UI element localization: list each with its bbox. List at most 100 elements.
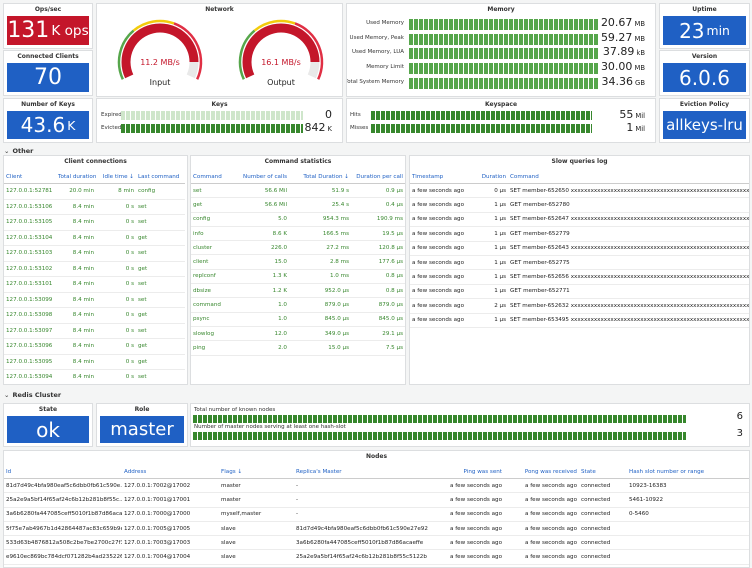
stat-value: 6.0.6 bbox=[663, 63, 746, 92]
keys-panel: Keys Expired 0 Evicted 842 K bbox=[96, 98, 343, 143]
table-row: 127.0.0.1:53105 8.4 min 0 s set bbox=[4, 214, 185, 231]
unit: GB bbox=[635, 78, 645, 87]
table-row: set 56.6 Mil 51.9 s 0.9 µs bbox=[191, 183, 405, 199]
table-cell: GET member-652771 bbox=[508, 284, 749, 300]
table-cell: 127.0.0.1:53101 bbox=[4, 276, 56, 293]
table-cell: slave bbox=[219, 521, 294, 537]
table-cell: 3a6b6280fa447085ceff5010f1b87d86aca... bbox=[4, 507, 122, 522]
table-cell: 0.8 µs bbox=[351, 283, 405, 299]
stat-value: master bbox=[100, 416, 184, 443]
table-cell: 20.0 min bbox=[56, 183, 96, 200]
table-cell: set bbox=[136, 292, 185, 308]
gauge-value: 16.1 MB/s bbox=[261, 58, 301, 67]
bar-value: 34.36 GB bbox=[602, 75, 645, 88]
panel-title: Role bbox=[134, 406, 150, 413]
table-cell: set bbox=[136, 369, 185, 384]
table-cell: a few seconds ago bbox=[410, 226, 474, 242]
table-cell: 127.0.0.1:52781 bbox=[4, 183, 56, 200]
unit: MB bbox=[634, 20, 645, 28]
bar-value: 30.00 MB bbox=[601, 60, 645, 73]
table-cell: client bbox=[191, 254, 241, 270]
table-cell: 8.4 min bbox=[56, 199, 96, 215]
table-row: a few seconds ago 1 µs GET member-652779 bbox=[410, 226, 749, 242]
table-row: a few seconds ago 1 µs SET member-652647 x… bbox=[410, 212, 749, 228]
table-cell: a few seconds ago bbox=[444, 492, 504, 508]
stat-value: 131 K ops bbox=[7, 16, 89, 45]
table-cell bbox=[627, 549, 749, 565]
table-cell: 8.4 min bbox=[56, 323, 96, 339]
column-header: Hash slot number or range bbox=[627, 465, 749, 479]
table-cell: 8.4 min bbox=[56, 230, 96, 246]
table-cell: get bbox=[136, 354, 185, 370]
table-row: psync 1.0 845.0 µs 845.0 µs bbox=[191, 312, 405, 327]
table-cell: 8.4 min bbox=[56, 214, 96, 231]
unit: kB bbox=[636, 49, 645, 58]
table-row: a few seconds ago 1 µs SET member-652643 x… bbox=[410, 241, 749, 256]
table-cell: set bbox=[136, 199, 185, 215]
table-cell: 8.4 min bbox=[56, 245, 96, 262]
bar-label: Total System Memory bbox=[346, 78, 404, 85]
column-header: Replica's Master bbox=[294, 465, 444, 479]
table-cell: get bbox=[136, 230, 185, 246]
table-cell: 2.0 bbox=[241, 340, 289, 356]
table-cell: 0 s bbox=[96, 354, 136, 370]
column-header: Duration bbox=[474, 170, 508, 184]
table-cell: 29.1 µs bbox=[351, 326, 405, 342]
panel-title: Slow queries log bbox=[551, 158, 608, 165]
bar-gauge bbox=[409, 77, 599, 89]
table-cell: 127.0.0.1:53104 bbox=[4, 230, 56, 246]
bar-label: Number of master nodes serving at least … bbox=[194, 424, 346, 430]
table-cell: 349.0 µs bbox=[289, 326, 351, 342]
table-cell: 0 s bbox=[96, 261, 136, 277]
table-cell: 10923-16383 bbox=[627, 478, 749, 494]
table-cell: - bbox=[294, 492, 444, 508]
table-cell: 5.0 bbox=[241, 212, 289, 227]
bar-value: 3 bbox=[736, 428, 743, 439]
table-cell: set bbox=[136, 323, 185, 339]
uptime-panel: Uptime 23 min bbox=[659, 3, 750, 49]
clients-panel: Connected Clients 70 bbox=[3, 50, 93, 96]
table-cell: 0 s bbox=[96, 230, 136, 246]
table-cell: a few seconds ago bbox=[444, 507, 504, 522]
bar-label: Expired bbox=[101, 112, 122, 118]
panel-title: Keys bbox=[211, 101, 228, 108]
panel-title: Eviction Policy bbox=[679, 101, 730, 108]
value: 55 bbox=[619, 108, 634, 121]
table-cell: 56.6 Mil bbox=[241, 183, 289, 199]
value: master bbox=[110, 419, 174, 440]
gauge-label: Input bbox=[149, 78, 171, 87]
bar-value: 0 bbox=[325, 108, 332, 121]
table-cell: 1 µs bbox=[474, 226, 508, 242]
stat-value: 70 bbox=[7, 63, 89, 92]
table-cell: get bbox=[191, 197, 241, 213]
table-cell: 1.0 bbox=[241, 297, 289, 313]
table-body: set 56.6 Mil 51.9 s 0.9 µs get 56.6 Mil 25.4 s… bbox=[191, 183, 405, 356]
table-cell: 954.3 ms bbox=[289, 212, 351, 227]
table-cell: a few seconds ago bbox=[410, 313, 474, 328]
value: 1 bbox=[626, 121, 634, 134]
column-header: Duration per call bbox=[351, 170, 405, 184]
panel-title: Network bbox=[205, 6, 234, 13]
table-cell: 952.0 µs bbox=[289, 283, 351, 299]
state-panel: State ok bbox=[3, 403, 93, 447]
table-cell: 0 s bbox=[96, 369, 136, 384]
table-row: 127.0.0.1:53101 8.4 min 0 s set bbox=[4, 276, 185, 293]
gauge-arc bbox=[173, 22, 203, 80]
header-row: Timestamp Duration Command bbox=[410, 170, 749, 184]
table-row: a few seconds ago 1 µs SET member-652656 x… bbox=[410, 269, 749, 285]
table-cell: 0-5460 bbox=[627, 507, 749, 522]
table-cell: 0 s bbox=[96, 292, 136, 308]
unit: MB bbox=[634, 64, 645, 73]
table-row: info 8.6 K 166.5 ms 19.5 µs bbox=[191, 226, 405, 242]
table-cell: set bbox=[136, 214, 185, 231]
table-row: 5f75e7ab4967b1d42864487ac83c659b9ef... 12… bbox=[4, 521, 749, 537]
table-cell: 127.0.0.1:7002@17002 bbox=[122, 478, 219, 494]
table-row: 127.0.0.1:53106 8.4 min 0 s set bbox=[4, 199, 185, 215]
stat-value: allkeys-lru bbox=[663, 111, 746, 139]
column-header: Address bbox=[122, 465, 219, 479]
table-cell: master bbox=[219, 492, 294, 508]
table-cell: 27.2 ms bbox=[289, 240, 351, 256]
